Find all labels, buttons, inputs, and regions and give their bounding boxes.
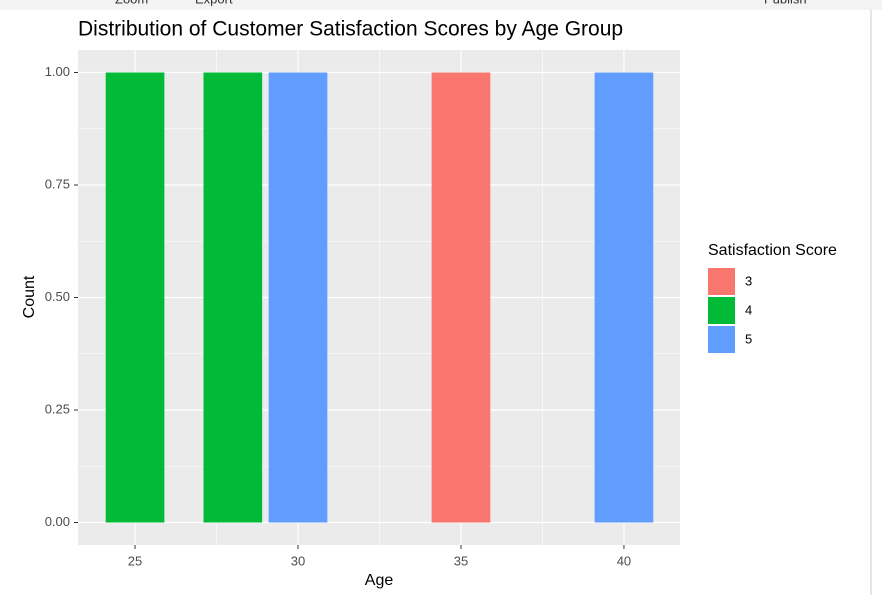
bar [203,72,263,523]
bar [268,72,328,523]
bar [594,72,654,523]
legend-label: 3 [745,273,752,288]
legend-label: 5 [745,331,752,346]
x-tick-label: 35 [454,553,468,568]
y-tick-label: 0.75 [45,176,70,191]
x-axis-label: Age [365,572,394,589]
export-button[interactable]: Export [195,0,233,6]
x-tick-label: 30 [291,553,305,568]
chart-title: Distribution of Customer Satisfaction Sc… [78,18,623,41]
legend-title: Satisfaction Score [708,242,837,259]
legend-key [708,326,735,353]
legend-label: 4 [745,302,752,317]
toolbar [0,0,882,10]
x-tick-label: 40 [617,553,631,568]
y-tick-label: 0.50 [45,289,70,304]
y-tick-label: 1.00 [45,64,70,79]
zoom-button[interactable]: Zoom [115,0,148,6]
y-tick-label: 0.00 [45,514,70,529]
legend-key [708,268,735,295]
bar [105,72,165,523]
y-tick-label: 0.25 [45,401,70,416]
legend-key [708,297,735,324]
publish-button[interactable]: Publish [764,0,807,6]
x-tick-label: 25 [128,553,142,568]
bar [431,72,491,523]
y-axis-label: Count [21,275,38,318]
